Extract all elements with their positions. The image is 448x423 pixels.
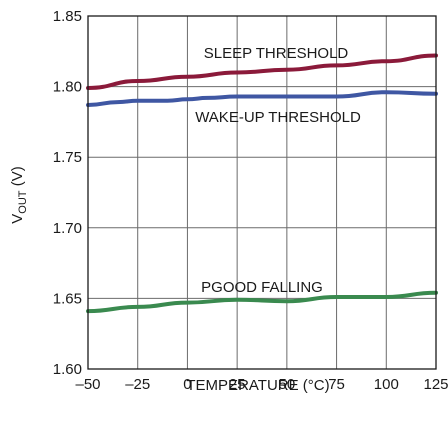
series-label-2: WAKE-UP THRESHOLD <box>195 109 361 126</box>
y-axis-label-unit: (V) <box>9 166 26 190</box>
series-line-3 <box>86 290 438 314</box>
y-tick-label: 1.80 <box>53 79 82 96</box>
y-tick-label: 1.60 <box>53 361 82 378</box>
series-line-1 <box>86 53 438 90</box>
x-tick-label: 25 <box>229 376 246 393</box>
series-label-3: PGOOD FALLING <box>201 279 323 296</box>
y-tick-label: 1.75 <box>53 149 82 166</box>
x-tick-label: 0 <box>183 376 191 393</box>
series-lines <box>86 53 438 314</box>
y-tick-label: 1.65 <box>53 290 82 307</box>
series-label-1: SLEEP THRESHOLD <box>204 45 349 62</box>
x-tick-label: –50 <box>75 376 100 393</box>
plot-frame <box>87 15 437 370</box>
x-tick-labels: –50 –25 0 25 50 75 100 125 <box>75 376 448 393</box>
x-tick-label: 125 <box>423 376 448 393</box>
x-tick-label: –25 <box>125 376 150 393</box>
y-axis-label: VOUT (V) <box>9 166 29 223</box>
grid <box>88 16 436 369</box>
x-tick-label: 100 <box>374 376 399 393</box>
y-tick-label: 1.85 <box>53 8 82 25</box>
x-tick-label: 50 <box>279 376 296 393</box>
y-tick-label: 1.70 <box>53 220 82 237</box>
y-axis-label-sub: OUT <box>17 190 29 214</box>
x-tick-label: 75 <box>328 376 345 393</box>
x-axis-label: TEMPERATURE (°C) <box>186 377 329 394</box>
y-tick-labels: 1.60 1.65 1.70 1.75 1.80 1.85 <box>53 8 82 378</box>
series-line-2 <box>86 90 438 107</box>
series-labels: SLEEP THRESHOLD WAKE-UP THRESHOLD PGOOD FA… <box>195 45 361 296</box>
y-axis-label-main: V <box>9 214 26 224</box>
